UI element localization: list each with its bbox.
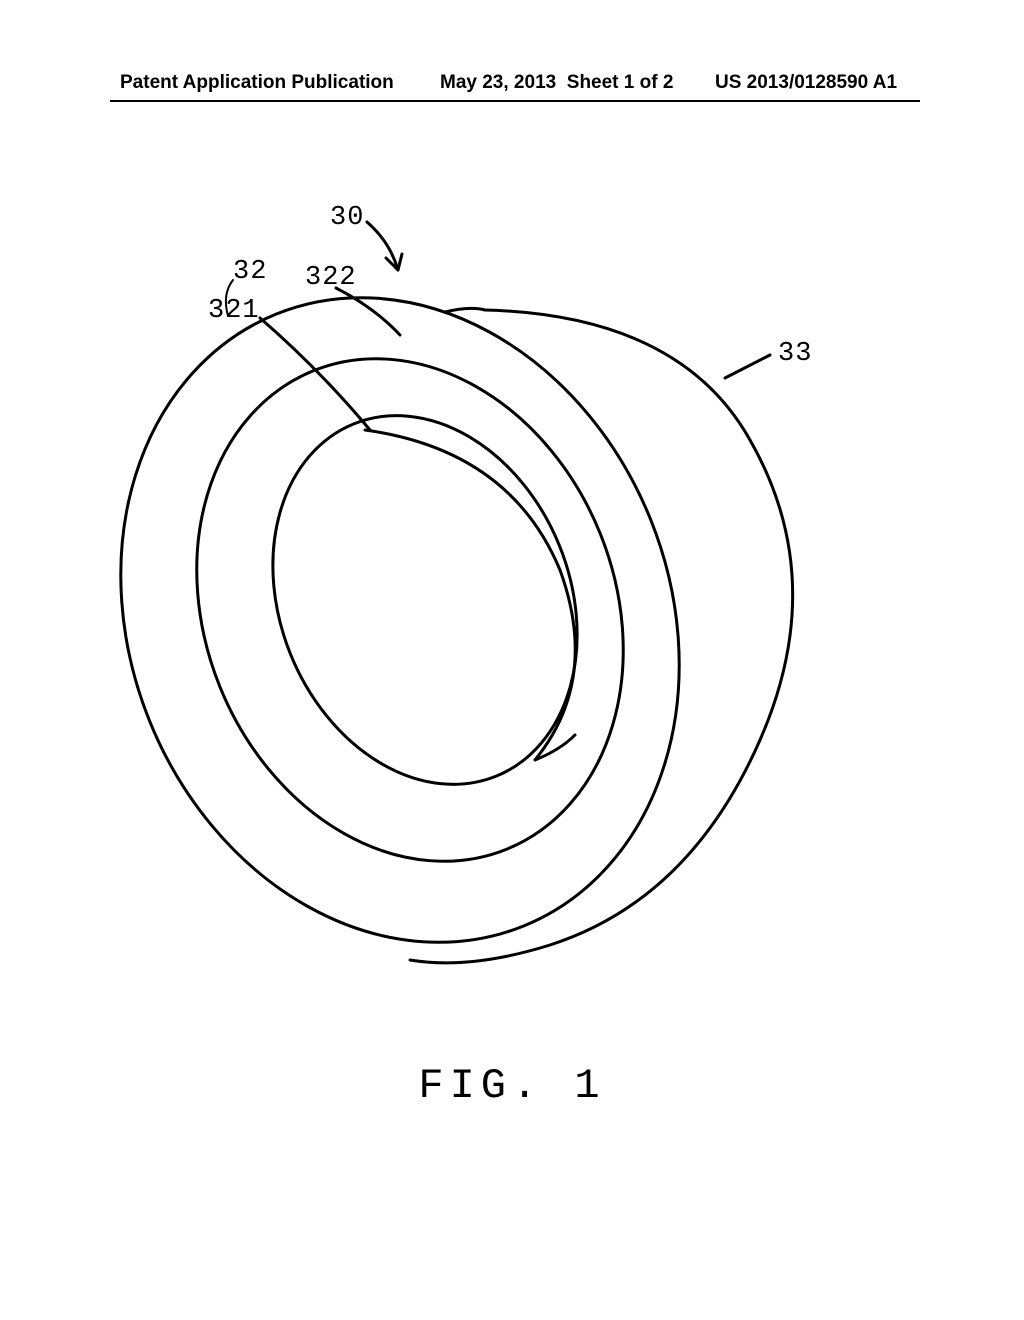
header-sheet: Sheet 1 of 2 (567, 72, 674, 93)
header-rule (110, 100, 920, 102)
patent-figure (90, 180, 920, 1010)
header-date-sheet: May 23, 2013 Sheet 1 of 2 (440, 72, 673, 94)
figure-label: FIG. 1 (0, 1062, 1024, 1110)
header-publication: Patent Application Publication (120, 72, 394, 94)
page: Patent Application Publication May 23, 2… (0, 0, 1024, 1320)
header-date: May 23, 2013 (440, 72, 556, 93)
header-pubnum: US 2013/0128590 A1 (715, 72, 897, 94)
